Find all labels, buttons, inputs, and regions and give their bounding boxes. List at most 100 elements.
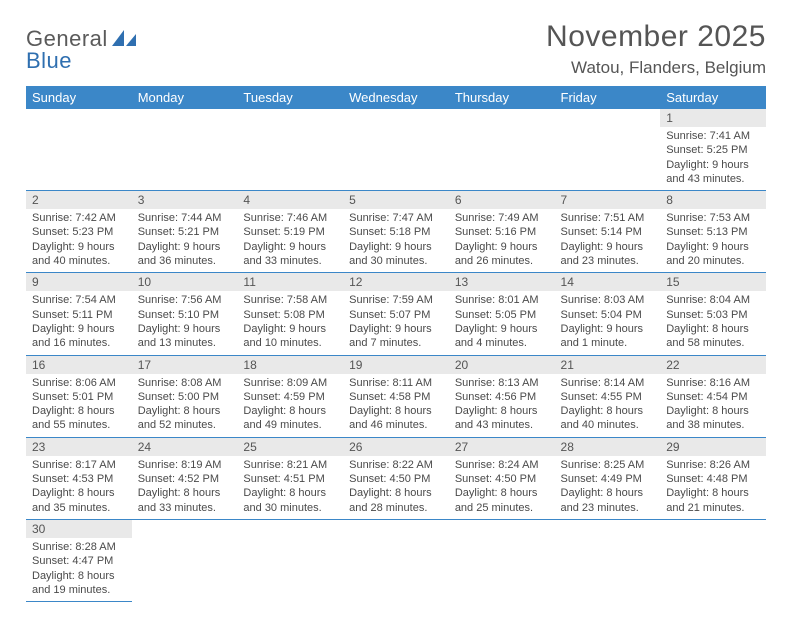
weekday-header-row: Sunday Monday Tuesday Wednesday Thursday…: [26, 86, 766, 109]
day-number: 18: [237, 356, 343, 374]
day-content: Sunrise: 7:41 AMSunset: 5:25 PMDaylight:…: [660, 127, 766, 190]
logo-blue-inline: Blue: [26, 48, 72, 74]
sunset-line: Sunset: 5:03 PM: [666, 308, 760, 322]
weekday-wednesday: Wednesday: [343, 86, 449, 109]
daylight-line2: and 26 minutes.: [455, 254, 549, 268]
calendar-week-row: 1Sunrise: 7:41 AMSunset: 5:25 PMDaylight…: [26, 109, 766, 191]
header: General November 2025 Watou, Flanders, B…: [26, 20, 766, 78]
sunrise-line: Sunrise: 8:22 AM: [349, 458, 443, 472]
sunset-line: Sunset: 5:13 PM: [666, 225, 760, 239]
day-content: Sunrise: 8:08 AMSunset: 5:00 PMDaylight:…: [132, 374, 238, 437]
sunset-line: Sunset: 5:01 PM: [32, 390, 126, 404]
daylight-line1: Daylight: 8 hours: [138, 404, 232, 418]
day-number: 1: [660, 109, 766, 127]
sunrise-line: Sunrise: 8:25 AM: [561, 458, 655, 472]
title-block: November 2025 Watou, Flanders, Belgium: [546, 20, 766, 78]
daylight-line1: Daylight: 8 hours: [32, 486, 126, 500]
weekday-tuesday: Tuesday: [237, 86, 343, 109]
sunrise-line: Sunrise: 8:11 AM: [349, 376, 443, 390]
daylight-line1: Daylight: 8 hours: [561, 404, 655, 418]
day-number: 24: [132, 438, 238, 456]
day-number: 19: [343, 356, 449, 374]
day-number: 4: [237, 191, 343, 209]
daylight-line2: and 1 minute.: [561, 336, 655, 350]
sunset-line: Sunset: 4:51 PM: [243, 472, 337, 486]
calendar-day-cell: 27Sunrise: 8:24 AMSunset: 4:50 PMDayligh…: [449, 437, 555, 519]
sunset-line: Sunset: 5:11 PM: [32, 308, 126, 322]
day-content: Sunrise: 8:25 AMSunset: 4:49 PMDaylight:…: [555, 456, 661, 519]
daylight-line1: Daylight: 9 hours: [349, 240, 443, 254]
day-content: Sunrise: 7:58 AMSunset: 5:08 PMDaylight:…: [237, 291, 343, 354]
daylight-line2: and 7 minutes.: [349, 336, 443, 350]
calendar-day-cell: 30Sunrise: 8:28 AMSunset: 4:47 PMDayligh…: [26, 519, 132, 601]
day-number: 7: [555, 191, 661, 209]
day-content: Sunrise: 8:22 AMSunset: 4:50 PMDaylight:…: [343, 456, 449, 519]
sunrise-line: Sunrise: 7:51 AM: [561, 211, 655, 225]
calendar-day-cell: 1Sunrise: 7:41 AMSunset: 5:25 PMDaylight…: [660, 109, 766, 191]
daylight-line2: and 40 minutes.: [561, 418, 655, 432]
calendar-empty-cell: [132, 109, 238, 191]
daylight-line2: and 20 minutes.: [666, 254, 760, 268]
day-content: Sunrise: 7:47 AMSunset: 5:18 PMDaylight:…: [343, 209, 449, 272]
daylight-line2: and 36 minutes.: [138, 254, 232, 268]
calendar-empty-cell: [449, 109, 555, 191]
sunrise-line: Sunrise: 8:04 AM: [666, 293, 760, 307]
weekday-friday: Friday: [555, 86, 661, 109]
calendar-week-row: 9Sunrise: 7:54 AMSunset: 5:11 PMDaylight…: [26, 273, 766, 355]
sunset-line: Sunset: 5:19 PM: [243, 225, 337, 239]
calendar-day-cell: 18Sunrise: 8:09 AMSunset: 4:59 PMDayligh…: [237, 355, 343, 437]
sunset-line: Sunset: 4:59 PM: [243, 390, 337, 404]
sunset-line: Sunset: 4:56 PM: [455, 390, 549, 404]
sunset-line: Sunset: 4:47 PM: [32, 554, 126, 568]
daylight-line2: and 21 minutes.: [666, 501, 760, 515]
calendar-day-cell: 20Sunrise: 8:13 AMSunset: 4:56 PMDayligh…: [449, 355, 555, 437]
calendar-day-cell: 29Sunrise: 8:26 AMSunset: 4:48 PMDayligh…: [660, 437, 766, 519]
daylight-line1: Daylight: 8 hours: [666, 322, 760, 336]
day-content: Sunrise: 8:21 AMSunset: 4:51 PMDaylight:…: [237, 456, 343, 519]
sunrise-line: Sunrise: 8:03 AM: [561, 293, 655, 307]
day-number: 20: [449, 356, 555, 374]
day-number: 12: [343, 273, 449, 291]
calendar-day-cell: 2Sunrise: 7:42 AMSunset: 5:23 PMDaylight…: [26, 191, 132, 273]
daylight-line2: and 28 minutes.: [349, 501, 443, 515]
day-number: 15: [660, 273, 766, 291]
day-number: 9: [26, 273, 132, 291]
day-content: Sunrise: 7:56 AMSunset: 5:10 PMDaylight:…: [132, 291, 238, 354]
sunset-line: Sunset: 4:58 PM: [349, 390, 443, 404]
sunset-line: Sunset: 5:05 PM: [455, 308, 549, 322]
daylight-line1: Daylight: 8 hours: [666, 486, 760, 500]
sunset-line: Sunset: 5:08 PM: [243, 308, 337, 322]
sunset-line: Sunset: 5:21 PM: [138, 225, 232, 239]
sunset-line: Sunset: 4:50 PM: [349, 472, 443, 486]
day-number: 14: [555, 273, 661, 291]
calendar-empty-cell: [26, 109, 132, 191]
daylight-line2: and 33 minutes.: [243, 254, 337, 268]
day-content: Sunrise: 8:19 AMSunset: 4:52 PMDaylight:…: [132, 456, 238, 519]
sunrise-line: Sunrise: 8:08 AM: [138, 376, 232, 390]
calendar-day-cell: 12Sunrise: 7:59 AMSunset: 5:07 PMDayligh…: [343, 273, 449, 355]
daylight-line1: Daylight: 8 hours: [349, 404, 443, 418]
day-number: 11: [237, 273, 343, 291]
daylight-line2: and 43 minutes.: [666, 172, 760, 186]
daylight-line1: Daylight: 9 hours: [561, 240, 655, 254]
day-content: Sunrise: 8:26 AMSunset: 4:48 PMDaylight:…: [660, 456, 766, 519]
sunset-line: Sunset: 4:52 PM: [138, 472, 232, 486]
weekday-monday: Monday: [132, 86, 238, 109]
calendar-day-cell: 8Sunrise: 7:53 AMSunset: 5:13 PMDaylight…: [660, 191, 766, 273]
day-number: 23: [26, 438, 132, 456]
sunset-line: Sunset: 5:00 PM: [138, 390, 232, 404]
daylight-line2: and 10 minutes.: [243, 336, 337, 350]
sunrise-line: Sunrise: 8:28 AM: [32, 540, 126, 554]
calendar-week-row: 23Sunrise: 8:17 AMSunset: 4:53 PMDayligh…: [26, 437, 766, 519]
sunrise-line: Sunrise: 7:42 AM: [32, 211, 126, 225]
sunrise-line: Sunrise: 7:53 AM: [666, 211, 760, 225]
day-content: Sunrise: 7:44 AMSunset: 5:21 PMDaylight:…: [132, 209, 238, 272]
sunrise-line: Sunrise: 7:44 AM: [138, 211, 232, 225]
sunrise-line: Sunrise: 8:16 AM: [666, 376, 760, 390]
day-number: 26: [343, 438, 449, 456]
day-content: Sunrise: 8:11 AMSunset: 4:58 PMDaylight:…: [343, 374, 449, 437]
daylight-line1: Daylight: 8 hours: [561, 486, 655, 500]
daylight-line2: and 58 minutes.: [666, 336, 760, 350]
calendar-day-cell: 9Sunrise: 7:54 AMSunset: 5:11 PMDaylight…: [26, 273, 132, 355]
daylight-line1: Daylight: 9 hours: [32, 322, 126, 336]
